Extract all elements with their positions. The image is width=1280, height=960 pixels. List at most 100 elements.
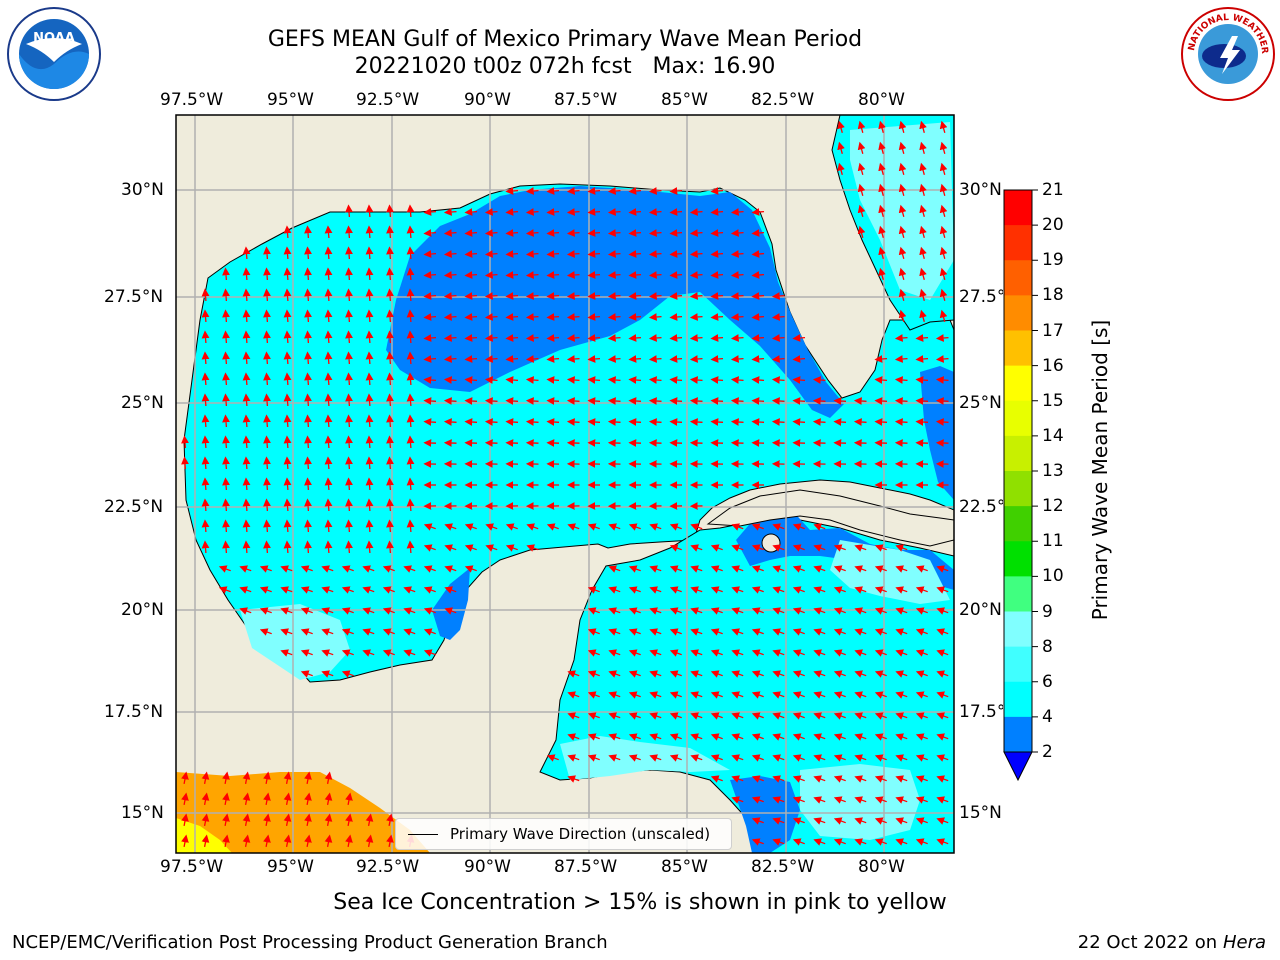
wave-arrow [689,334,703,342]
wave-arrow [365,288,374,302]
wave-arrow [362,586,375,594]
wave-arrow [406,540,415,554]
wave-arrow [406,477,415,491]
wave-arrow [792,376,806,384]
wave-arrow [587,418,601,426]
wave-arrow [690,754,703,762]
wave-arrow [792,649,805,657]
wave-arrow [813,586,826,594]
wave-arrow [710,649,723,657]
lon-tick: 87.5°W [554,90,618,110]
wave-arrow [505,313,519,321]
wave-arrow [546,187,560,195]
wave-arrow [242,540,251,554]
wave-arrow [837,162,845,175]
wave-arrow [283,246,292,260]
wave-arrow [365,204,374,218]
wave-arrow [857,141,866,154]
wave-arrow [772,649,785,657]
wave-arrow [283,288,292,302]
wave-arrow [222,267,230,281]
wave-arrow [857,183,866,196]
wave-arrow [406,414,415,428]
wave-arrow [669,397,683,405]
wave-arrow [894,334,908,342]
wave-arrow [669,418,683,426]
wave-arrow [587,313,601,321]
wave-arrow [628,271,642,279]
wave-arrow [525,187,539,195]
wave-arrow [222,771,230,785]
wave-arrow [505,544,518,552]
wave-arrow [464,397,478,405]
wave-arrow [181,771,189,785]
wave-arrow [201,309,210,323]
wave-arrow [587,292,601,300]
wave-arrow [751,523,764,531]
wave-arrow [772,712,785,720]
wave-arrow [464,271,478,279]
wave-arrow [222,330,230,344]
wave-arrow [648,292,662,300]
wave-arrow [587,334,601,342]
wave-arrow [263,498,271,512]
wave-arrow [710,334,724,342]
wave-arrow [669,586,682,594]
wave-arrow [242,477,251,491]
wave-arrow [464,355,478,363]
wave-arrow [772,628,785,636]
wave-arrow [731,607,744,615]
wave-arrow [669,733,682,741]
wave-arrow [484,355,498,363]
wave-arrow [546,208,560,216]
wave-arrow [915,355,929,363]
wave-arrow [669,229,683,237]
wave-arrow [406,498,415,512]
lon-tick: 95°W [267,90,314,110]
wave-arrow [263,771,271,785]
lat-tick: 22.5°N [959,497,1003,517]
chart-title: GEFS MEAN Gulf of Mexico Primary Wave Me… [0,26,1130,80]
wave-arrow [608,628,621,636]
colorbar-tick-label: 17 [1042,320,1064,341]
wave-arrow [403,586,416,594]
wave-arrow [263,456,271,470]
wave-arrow [607,418,621,426]
map-legend: Primary Wave Direction (unscaled) [395,818,732,850]
wave-arrow [919,162,927,175]
wave-arrow [813,838,826,846]
wave-arrow [648,187,662,195]
wave-arrow [382,586,395,594]
wave-arrow [919,225,927,238]
wave-arrow [345,414,353,428]
wave-arrow [464,565,477,573]
wave-arrow [813,607,826,615]
wave-arrow [526,544,539,552]
wave-arrow [648,271,662,279]
wave-arrow [341,649,354,657]
wave-arrow [365,372,374,386]
wave-arrow [915,796,928,804]
wave-arrow [915,649,928,657]
wave-arrow [423,271,437,279]
wave-arrow [894,376,908,384]
wave-arrow [263,393,271,407]
wave-arrow [607,355,621,363]
wave-arrow [936,712,949,720]
wave-arrow [283,813,292,827]
bahamas-low-period [920,366,954,500]
wave-arrow [730,376,744,384]
wave-arrow [567,670,580,678]
wave-arrow [689,313,703,321]
wave-arrow [587,628,600,636]
colorbar-segment [1004,400,1032,437]
wave-arrow [304,519,312,533]
wave-arrow [382,649,395,657]
wave-arrow [874,754,887,762]
wave-arrow [607,250,621,258]
wave-arrow [345,813,353,827]
wave-arrow [283,372,292,386]
wave-arrow [751,607,764,615]
wave-arrow [935,376,949,384]
wave-arrow [833,838,846,846]
